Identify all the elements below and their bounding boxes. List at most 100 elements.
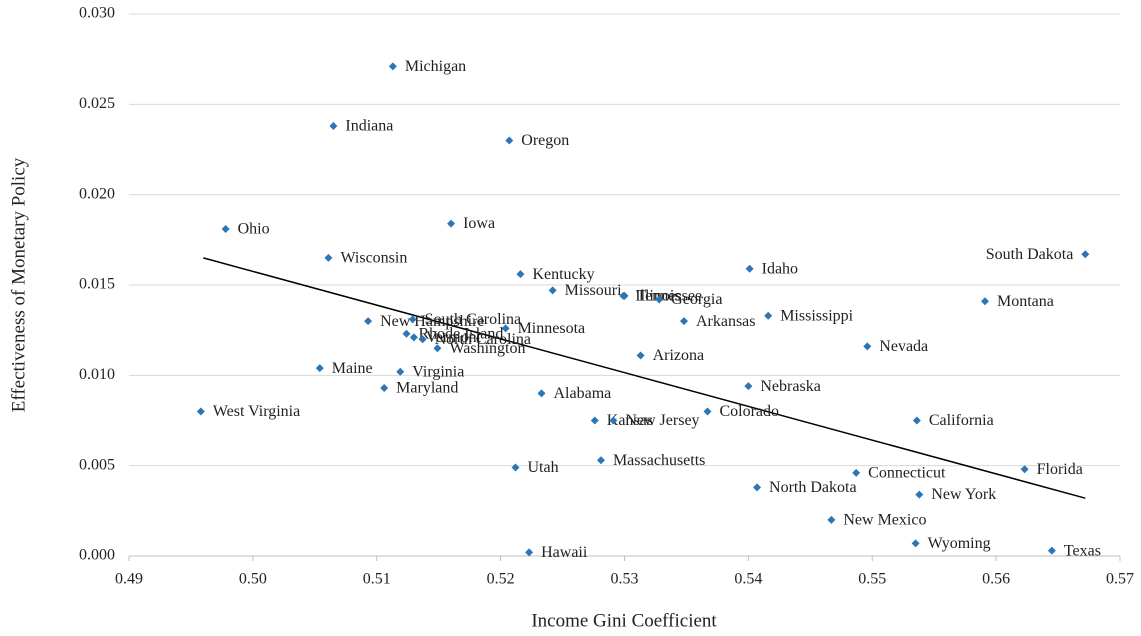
- point-label: Indiana: [345, 118, 393, 135]
- point: [418, 335, 427, 344]
- point-label: Washington: [449, 340, 525, 357]
- point-label: Arizona: [653, 347, 705, 364]
- point-label: New York: [931, 486, 996, 503]
- point-label: Idaho: [762, 260, 798, 277]
- point-label: Massachusetts: [613, 452, 705, 469]
- y-tick-label: 0.025: [79, 95, 115, 112]
- point: [402, 329, 411, 338]
- point: [609, 416, 618, 425]
- point-label: California: [929, 412, 994, 429]
- y-tick-label: 0.030: [79, 5, 115, 22]
- point-label: Kansas: [607, 412, 653, 429]
- point: [980, 297, 989, 306]
- point: [447, 219, 456, 228]
- point: [703, 407, 712, 416]
- point-label: New Jersey: [625, 412, 699, 429]
- point-label: Nebraska: [760, 378, 820, 395]
- point-label: Mississippi: [780, 307, 853, 324]
- point-label: North Carolina: [435, 331, 531, 348]
- point: [525, 548, 534, 557]
- point-label: South Carolina: [425, 311, 521, 328]
- point-label: Iowa: [463, 215, 495, 232]
- point: [505, 136, 514, 145]
- point-label: Hawaii: [541, 544, 588, 561]
- point: [516, 270, 525, 279]
- trendline: [203, 257, 1086, 499]
- point: [364, 317, 373, 326]
- x-tick-label: 0.52: [487, 571, 515, 588]
- x-tick-label: 0.55: [858, 571, 886, 588]
- point: [590, 416, 599, 425]
- point-label: Maryland: [396, 380, 458, 397]
- point: [380, 383, 389, 392]
- point: [1020, 465, 1029, 474]
- point: [636, 351, 645, 360]
- point: [537, 389, 546, 398]
- point-label: Utah: [527, 459, 558, 476]
- point-label: West Virginia: [213, 403, 300, 420]
- point: [744, 382, 753, 391]
- point: [221, 224, 230, 233]
- point: [852, 468, 861, 477]
- x-tick-label: 0.49: [115, 571, 143, 588]
- point-label: Maine: [332, 360, 373, 377]
- point: [764, 311, 773, 320]
- point: [827, 515, 836, 524]
- point-label: Texas: [1064, 542, 1101, 559]
- point: [1047, 546, 1056, 555]
- y-axis-title: Effectiveness of Monetary Policy: [8, 157, 29, 412]
- point: [329, 122, 338, 131]
- point-label: Illinois: [635, 288, 680, 305]
- point-label: South Dakota: [986, 246, 1074, 263]
- point: [408, 315, 417, 324]
- point: [396, 367, 405, 376]
- point: [753, 483, 762, 492]
- point-label: Connecticut: [868, 465, 946, 482]
- x-tick-label: 0.57: [1106, 571, 1134, 588]
- point: [409, 333, 418, 342]
- point-label: Minnesota: [518, 320, 586, 337]
- point: [745, 264, 754, 273]
- point-label: Kentucky: [532, 266, 594, 283]
- point: [915, 490, 924, 499]
- point-label: Montana: [997, 293, 1054, 310]
- point-label: Ohio: [238, 221, 270, 238]
- point-label: Colorado: [719, 403, 779, 420]
- point: [655, 295, 664, 304]
- x-tick-label: 0.50: [239, 571, 267, 588]
- point: [315, 364, 324, 373]
- y-tick-label: 0.015: [79, 276, 115, 293]
- point: [196, 407, 205, 416]
- point: [620, 291, 629, 300]
- point: [511, 463, 520, 472]
- x-axis-title: Income Gini Coefficient: [531, 610, 717, 631]
- x-tick-label: 0.51: [363, 571, 391, 588]
- point-label: New Mexico: [843, 512, 926, 529]
- point-label: Tennessee: [637, 288, 703, 305]
- y-tick-label: 0.010: [79, 366, 115, 383]
- point-label: Alabama: [554, 385, 612, 402]
- point-label: North Dakota: [769, 479, 857, 496]
- point-label: Wisconsin: [340, 250, 407, 267]
- y-tick-label: 0.020: [79, 185, 115, 202]
- point-label: Michigan: [405, 58, 466, 75]
- point-label: Wyoming: [928, 535, 991, 552]
- point-label: New Hampshire: [380, 313, 484, 330]
- point-label: Vermont: [426, 329, 482, 346]
- point-label: Florida: [1037, 461, 1083, 478]
- point: [912, 416, 921, 425]
- point: [548, 286, 557, 295]
- point: [911, 539, 920, 548]
- point: [388, 62, 397, 71]
- point-label: Missouri: [565, 282, 622, 299]
- point-label: Nevada: [879, 338, 928, 355]
- point-label: Georgia: [671, 291, 722, 308]
- point: [501, 324, 510, 333]
- y-tick-label: 0.005: [79, 456, 115, 473]
- point-label: Rhode Island: [418, 325, 503, 342]
- point-label: Oregon: [521, 132, 569, 149]
- point-label: Arkansas: [696, 313, 756, 330]
- point: [433, 344, 442, 353]
- point-label: Virginia: [412, 363, 464, 380]
